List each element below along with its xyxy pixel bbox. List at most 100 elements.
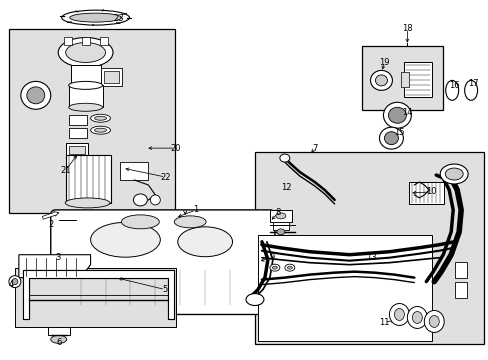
Bar	[454, 262, 466, 278]
Ellipse shape	[68, 103, 102, 111]
Ellipse shape	[9, 276, 21, 288]
Ellipse shape	[428, 315, 438, 328]
Ellipse shape	[90, 126, 110, 134]
Ellipse shape	[439, 164, 467, 184]
Ellipse shape	[411, 311, 422, 323]
Bar	[71, 66, 101, 90]
Text: 16: 16	[448, 81, 459, 90]
Ellipse shape	[407, 306, 427, 328]
Ellipse shape	[279, 154, 289, 162]
Ellipse shape	[94, 128, 106, 132]
Text: 11: 11	[378, 318, 389, 327]
Ellipse shape	[276, 229, 285, 235]
Ellipse shape	[174, 216, 206, 228]
Bar	[81, 37, 89, 45]
Ellipse shape	[94, 116, 106, 120]
Ellipse shape	[285, 264, 294, 271]
Text: 3: 3	[55, 253, 61, 262]
Bar	[15, 268, 176, 328]
Ellipse shape	[121, 215, 159, 229]
Text: 10: 10	[425, 188, 436, 197]
Bar	[48, 328, 69, 336]
Ellipse shape	[445, 80, 458, 100]
Ellipse shape	[370, 71, 392, 90]
FancyBboxPatch shape	[51, 210, 274, 315]
Bar	[272, 222, 288, 230]
Text: 19: 19	[378, 58, 389, 67]
Text: 8: 8	[275, 208, 280, 217]
Ellipse shape	[51, 336, 66, 343]
Ellipse shape	[69, 13, 121, 22]
Ellipse shape	[287, 266, 292, 269]
Ellipse shape	[269, 264, 279, 271]
Text: 14: 14	[401, 108, 412, 117]
Bar	[408, 182, 443, 204]
Text: 22: 22	[160, 172, 170, 181]
Ellipse shape	[65, 42, 105, 62]
Bar	[101, 68, 122, 86]
Text: 20: 20	[170, 144, 180, 153]
Ellipse shape	[21, 81, 51, 109]
Text: 9: 9	[269, 253, 274, 262]
Ellipse shape	[150, 195, 160, 205]
Ellipse shape	[27, 87, 45, 104]
Text: 2: 2	[48, 220, 53, 229]
Ellipse shape	[375, 75, 386, 86]
Ellipse shape	[90, 222, 160, 257]
Text: 23: 23	[113, 14, 123, 23]
Ellipse shape	[58, 37, 113, 67]
Ellipse shape	[444, 168, 462, 180]
Text: 17: 17	[467, 79, 477, 88]
Text: 21: 21	[61, 166, 71, 175]
Ellipse shape	[275, 213, 285, 219]
Bar	[65, 143, 87, 157]
Ellipse shape	[379, 127, 403, 149]
Bar	[68, 128, 86, 138]
Bar	[404, 62, 431, 97]
Polygon shape	[19, 255, 90, 278]
Text: 12: 12	[281, 184, 291, 193]
Ellipse shape	[394, 309, 404, 320]
Text: 1: 1	[193, 206, 199, 215]
Polygon shape	[23, 270, 174, 319]
Ellipse shape	[68, 81, 102, 89]
Bar	[68, 85, 102, 107]
Text: 4: 4	[8, 280, 14, 289]
Ellipse shape	[178, 227, 232, 257]
Bar	[65, 155, 110, 203]
Bar	[361, 45, 442, 110]
Bar	[68, 146, 84, 154]
Bar	[269, 210, 291, 222]
Bar	[63, 37, 72, 45]
Text: 13: 13	[366, 253, 376, 262]
Text: 18: 18	[401, 24, 412, 33]
Ellipse shape	[245, 293, 264, 306]
Ellipse shape	[387, 107, 406, 123]
Ellipse shape	[65, 198, 110, 208]
Bar	[120, 162, 148, 180]
Ellipse shape	[133, 194, 147, 206]
Ellipse shape	[424, 310, 443, 332]
Ellipse shape	[12, 279, 18, 285]
Bar	[100, 37, 107, 45]
Ellipse shape	[388, 303, 408, 325]
Bar	[401, 72, 408, 87]
Bar	[103, 71, 119, 84]
Ellipse shape	[383, 102, 410, 128]
Bar	[68, 115, 86, 125]
Bar	[9, 28, 175, 213]
Text: 15: 15	[393, 128, 404, 137]
Ellipse shape	[272, 266, 277, 269]
Ellipse shape	[61, 10, 129, 25]
Bar	[258, 235, 431, 341]
Text: 5: 5	[163, 285, 167, 294]
Ellipse shape	[384, 132, 398, 145]
Text: 7: 7	[311, 144, 317, 153]
Ellipse shape	[464, 80, 477, 100]
Ellipse shape	[90, 114, 110, 122]
Bar	[254, 152, 483, 345]
Polygon shape	[23, 270, 174, 319]
FancyArrow shape	[42, 212, 59, 219]
Bar	[454, 282, 466, 298]
Text: 6: 6	[56, 338, 61, 347]
